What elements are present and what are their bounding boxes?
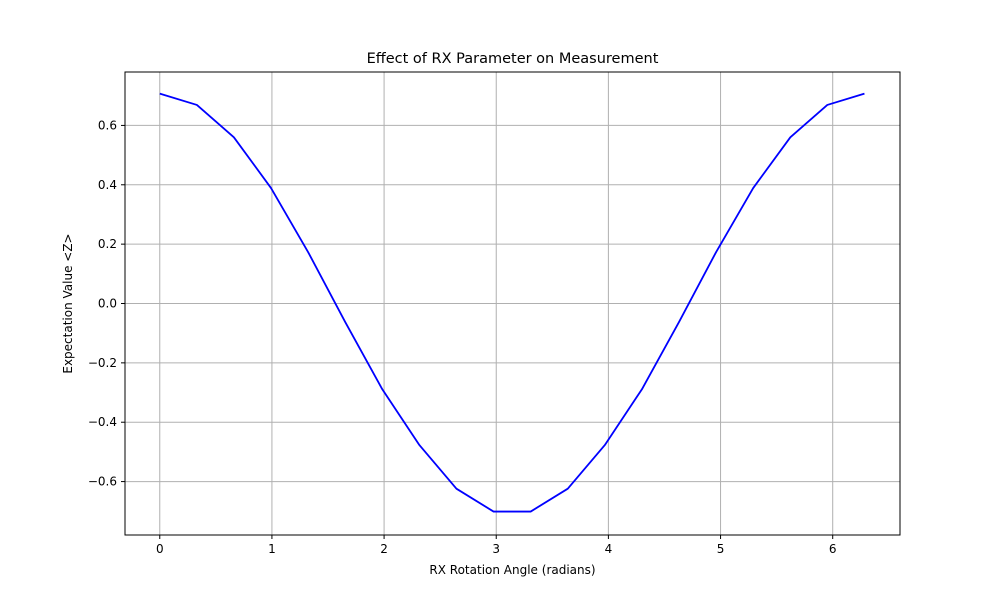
- y-tick-label: 0.4: [98, 178, 117, 192]
- y-axis-label: Expectation Value <Z>: [61, 233, 75, 373]
- x-tick-label: 0: [156, 542, 164, 556]
- y-tick-label: −0.6: [88, 475, 117, 489]
- grid: [125, 72, 900, 535]
- x-axis-label: RX Rotation Angle (radians): [429, 563, 595, 577]
- series-layer: [159, 92, 865, 513]
- y-tick-label: −0.2: [88, 356, 117, 370]
- y-tick-label: −0.4: [88, 415, 117, 429]
- series-line: [159, 92, 865, 513]
- chart-title: Effect of RX Parameter on Measurement: [367, 51, 659, 67]
- y-tick-label: 0.2: [98, 237, 117, 251]
- y-tick-label: 0.6: [98, 118, 117, 132]
- ticks: 0 1 2 3 4 5 6 −0.6 −0.4 −0.2 0.0 0.2 0.4 0.6: [88, 118, 837, 556]
- y-tick-label: 0.0: [98, 297, 117, 311]
- x-tick-label: 2: [380, 542, 388, 556]
- x-tick-label: 4: [605, 542, 613, 556]
- x-tick-label: 3: [492, 542, 500, 556]
- x-tick-label: 6: [829, 542, 837, 556]
- x-tick-label: 5: [717, 542, 725, 556]
- x-tick-label: 1: [268, 542, 276, 556]
